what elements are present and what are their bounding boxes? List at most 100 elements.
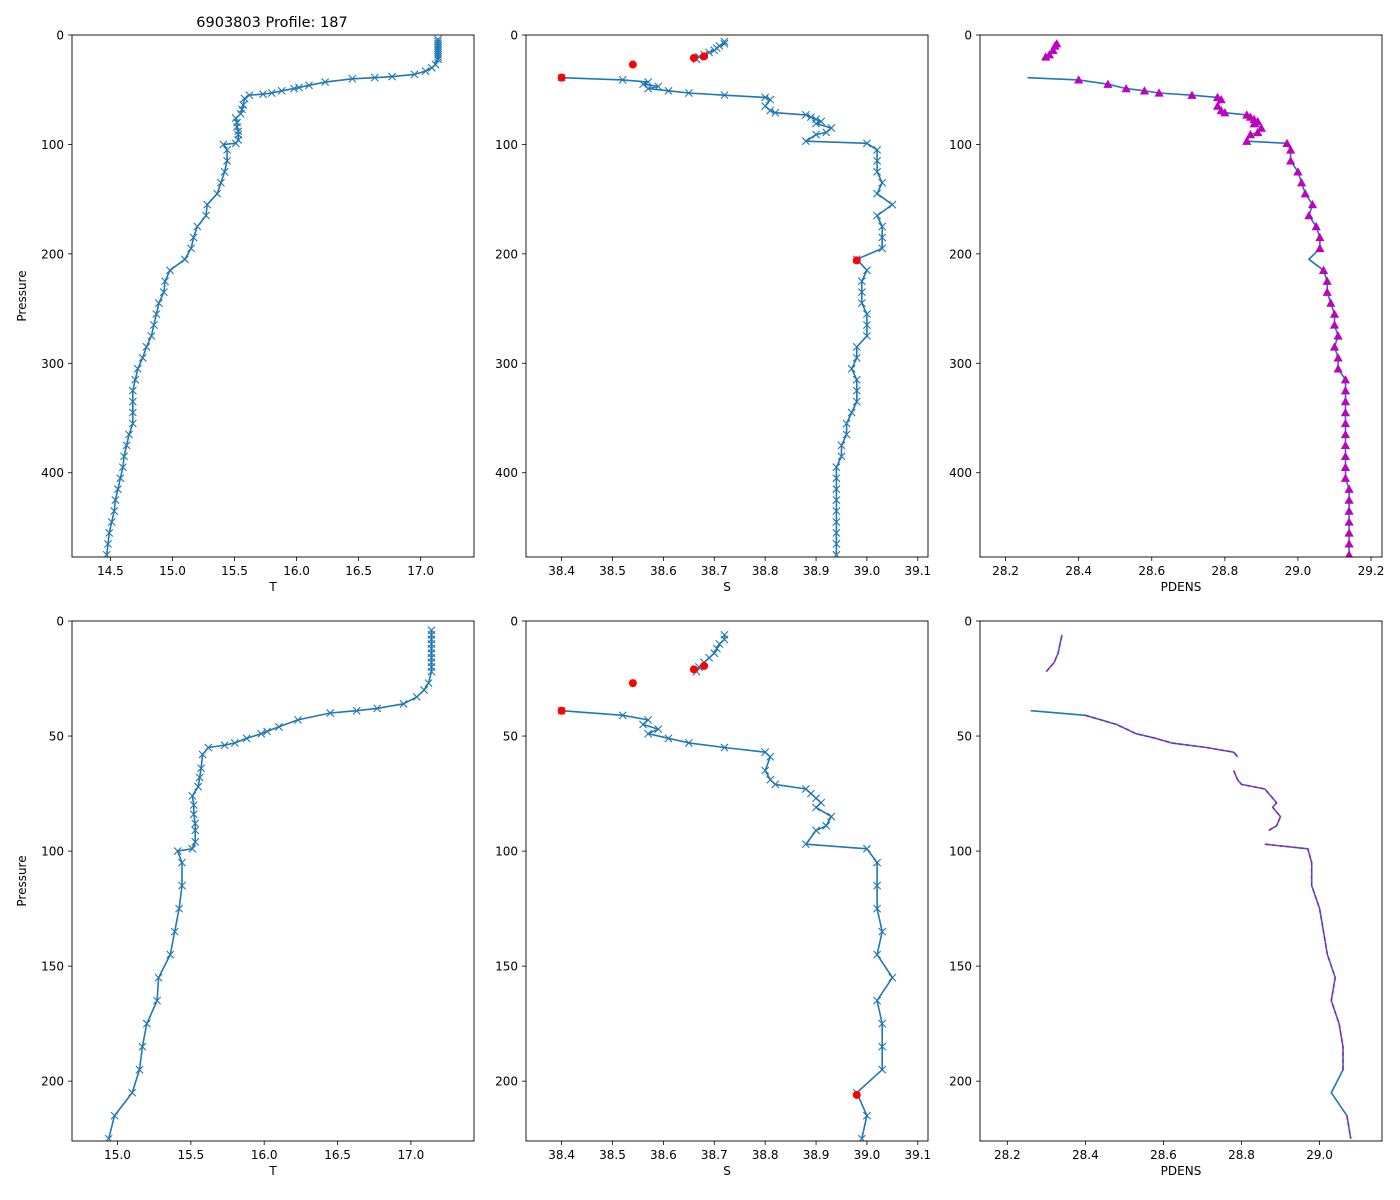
data-point-marker bbox=[110, 507, 119, 516]
x-tick-label: 28.6 bbox=[1138, 564, 1165, 578]
data-point-marker bbox=[618, 75, 627, 84]
data-point-marker bbox=[203, 200, 212, 209]
y-tick-label: 150 bbox=[949, 960, 972, 974]
y-tick-label: 300 bbox=[41, 357, 64, 371]
flagged-point bbox=[700, 52, 709, 61]
data-point-marker bbox=[102, 550, 111, 557]
triangle-marker bbox=[1041, 52, 1051, 61]
x-tick-label: 38.4 bbox=[548, 1148, 575, 1162]
data-point-marker bbox=[806, 113, 815, 122]
panel-bottom-t: 15.0 15.5 16.0 16.5 17.0 0 50 100 150 200 T Pressur… bbox=[15, 615, 475, 1178]
y-tick-label: 100 bbox=[949, 845, 972, 859]
data-point-marker bbox=[173, 847, 182, 856]
plot-area bbox=[557, 37, 897, 557]
data-point-marker bbox=[189, 801, 198, 810]
data-point-marker bbox=[388, 72, 397, 81]
data-point-marker bbox=[434, 55, 443, 64]
triangle-marker bbox=[1245, 129, 1256, 139]
triangle-marker bbox=[1307, 200, 1318, 209]
y-ticks: 0 100 200 300 400 bbox=[949, 29, 980, 480]
data-point-marker bbox=[801, 110, 810, 119]
data-point-marker bbox=[257, 729, 266, 738]
triangle-marker bbox=[1286, 156, 1296, 165]
data-point-marker bbox=[274, 722, 283, 731]
flagged-point bbox=[689, 665, 698, 674]
data-point-marker bbox=[832, 539, 841, 548]
triangle-marker bbox=[1187, 90, 1197, 99]
data-point-marker bbox=[138, 1042, 147, 1051]
data-point-marker bbox=[639, 720, 648, 729]
data-point-marker bbox=[878, 233, 887, 242]
data-point-marker bbox=[125, 430, 134, 439]
data-point-marker bbox=[812, 130, 821, 139]
data-point-marker bbox=[189, 233, 198, 242]
triangle-marker bbox=[1293, 167, 1303, 176]
data-point-marker bbox=[761, 93, 770, 102]
triangle-marker bbox=[1242, 136, 1252, 145]
data-point-marker bbox=[664, 86, 673, 95]
data-point-marker bbox=[128, 419, 137, 428]
y-axis-label: Pressure bbox=[15, 855, 29, 906]
x-axis-label: T bbox=[268, 1164, 277, 1178]
data-point-marker bbox=[434, 52, 443, 61]
axes-frame bbox=[979, 620, 1383, 1142]
y-tick-label: 200 bbox=[949, 1075, 972, 1089]
data-point-marker bbox=[263, 727, 272, 736]
y-tick-label: 400 bbox=[41, 466, 64, 480]
data-point-marker bbox=[131, 375, 140, 384]
data-point-marker bbox=[873, 167, 882, 176]
y-tick-label: 150 bbox=[495, 960, 518, 974]
data-point-marker bbox=[766, 95, 775, 104]
y-tick-label: 150 bbox=[41, 960, 64, 974]
data-point-marker bbox=[198, 750, 207, 759]
data-point-marker bbox=[159, 288, 168, 297]
x-tick-label: 38.8 bbox=[752, 564, 779, 578]
data-point-marker bbox=[878, 927, 887, 936]
data-point-marker bbox=[142, 342, 151, 351]
data-point-marker bbox=[348, 74, 357, 83]
x-tick-label: 16.5 bbox=[345, 564, 372, 578]
data-point-marker bbox=[857, 1134, 866, 1141]
data-point-marker bbox=[213, 189, 222, 198]
data-point-marker bbox=[223, 145, 232, 154]
y-ticks: 0 50 100 150 200 bbox=[949, 615, 980, 1089]
x-ticks: 15.0 15.5 16.0 16.5 17.0 bbox=[104, 1141, 424, 1162]
x-tick-label: 28.8 bbox=[1211, 564, 1238, 578]
data-point-marker bbox=[720, 743, 729, 752]
y-ticks: 0 50 100 150 200 bbox=[41, 615, 72, 1089]
triangle-marker bbox=[1322, 287, 1332, 296]
panel-bottom-s: 38.4 38.5 38.6 38.7 38.8 38.9 39.0 39.1 0 50 100 15… bbox=[495, 615, 931, 1179]
data-point-marker bbox=[116, 474, 125, 483]
triangle-marker bbox=[1340, 440, 1351, 450]
data-point-marker bbox=[321, 78, 330, 87]
data-point-marker bbox=[888, 200, 897, 209]
series-t bbox=[102, 35, 443, 557]
flagged-point bbox=[700, 661, 709, 670]
triangle-marker bbox=[1340, 418, 1351, 428]
data-point-marker bbox=[111, 496, 120, 505]
data-point-marker bbox=[842, 430, 851, 439]
data-point-marker bbox=[873, 858, 882, 867]
data-point-marker bbox=[857, 299, 866, 308]
data-point-marker bbox=[654, 725, 663, 734]
triangle-marker bbox=[1333, 331, 1343, 340]
data-point-marker bbox=[188, 791, 197, 800]
data-point-marker bbox=[873, 904, 882, 913]
data-point-marker bbox=[128, 408, 137, 417]
data-point-marker bbox=[293, 715, 302, 724]
data-point-marker bbox=[326, 709, 335, 718]
y-tick-label: 200 bbox=[41, 247, 64, 261]
y-tick-label: 100 bbox=[495, 845, 518, 859]
triangle-marker bbox=[1344, 495, 1354, 504]
x-tick-label: 39.1 bbox=[904, 1148, 931, 1162]
x-tick-label: 28.2 bbox=[994, 1148, 1021, 1162]
data-point-marker bbox=[421, 67, 430, 76]
triangle-marker bbox=[1322, 276, 1332, 285]
x-axis-label: T bbox=[268, 580, 277, 594]
y-tick-label: 100 bbox=[41, 138, 64, 152]
data-point-marker bbox=[817, 117, 826, 126]
data-point-marker bbox=[193, 222, 202, 231]
triangle-marker bbox=[1044, 50, 1055, 59]
x-tick-label: 38.9 bbox=[803, 1148, 830, 1162]
triangle-marker bbox=[1340, 473, 1351, 482]
